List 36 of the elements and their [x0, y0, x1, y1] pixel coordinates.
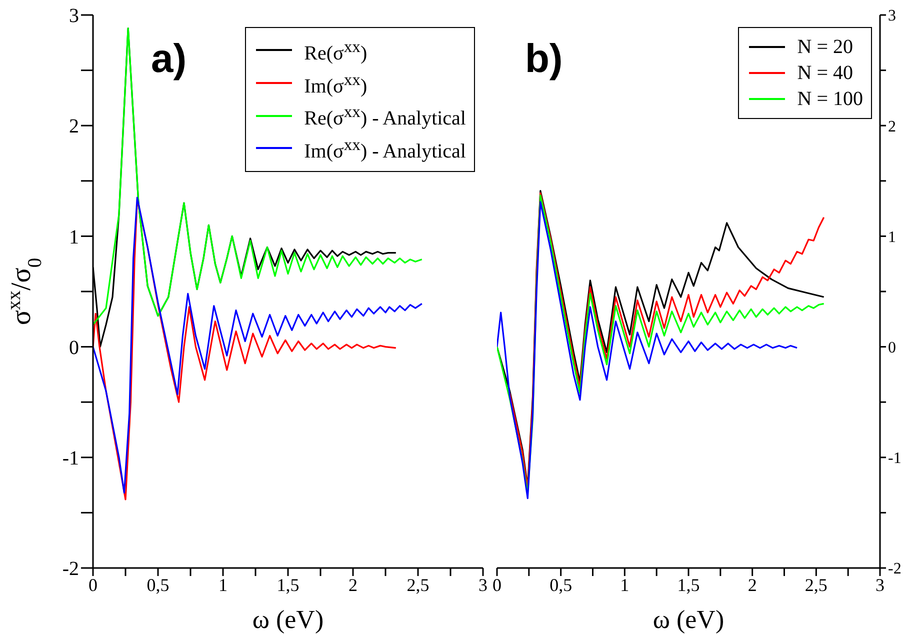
x-tick-label: 1,5	[276, 574, 300, 595]
y-tick-label: 2	[69, 116, 79, 138]
x-tick-label: 1	[620, 574, 630, 595]
y-tick-label: -2	[62, 558, 79, 580]
x-tick-label: 2,5	[804, 574, 828, 595]
x-tick-label: 0	[88, 574, 98, 595]
x-tick-label: 0	[492, 574, 502, 595]
legend-label: Re(σ$^{xx}$)	[304, 36, 368, 67]
y-tick-label: 0	[69, 336, 79, 359]
x-tick-label: 2,5	[406, 574, 430, 595]
y-tick-label: 3	[888, 8, 896, 25]
y-tick-label: 0	[888, 339, 896, 356]
x-tick-label: 3	[478, 574, 488, 595]
x-tick-label: 1	[218, 574, 228, 595]
legend-label: N = 100	[797, 87, 863, 112]
legend-label: Re(σ$^{xx}$) - Analytical	[304, 101, 466, 132]
x-axis-title: ω (eV)	[252, 605, 324, 634]
y-tick-label: -1	[62, 448, 79, 470]
x-tick-label: 1,5	[677, 574, 700, 595]
x-tick-label: 2	[348, 574, 358, 595]
annotation: a)	[151, 37, 187, 81]
y-tick-label: 1	[69, 226, 79, 248]
y-tick-label: 3	[69, 5, 79, 28]
legend-label: Im(σ$^{xx}$)	[304, 68, 368, 100]
y-tick-label: -2	[888, 560, 902, 578]
y-tick-label: 2	[888, 118, 896, 136]
legend-label: N = 20	[797, 35, 853, 60]
y-tick-label: -1	[888, 450, 902, 468]
x-tick-label: 2	[748, 574, 757, 595]
x-tick-label: 0,5	[550, 574, 572, 595]
y-tick-label: 1	[888, 228, 896, 246]
legend-label: N = 40	[797, 61, 853, 86]
legend-label: Im(σ$^{xx}$) - Analytical	[304, 134, 466, 165]
annotation: b)	[525, 37, 563, 81]
x-axis-title: ω (eV)	[652, 605, 724, 634]
x-tick-label: 0,5	[146, 574, 170, 595]
